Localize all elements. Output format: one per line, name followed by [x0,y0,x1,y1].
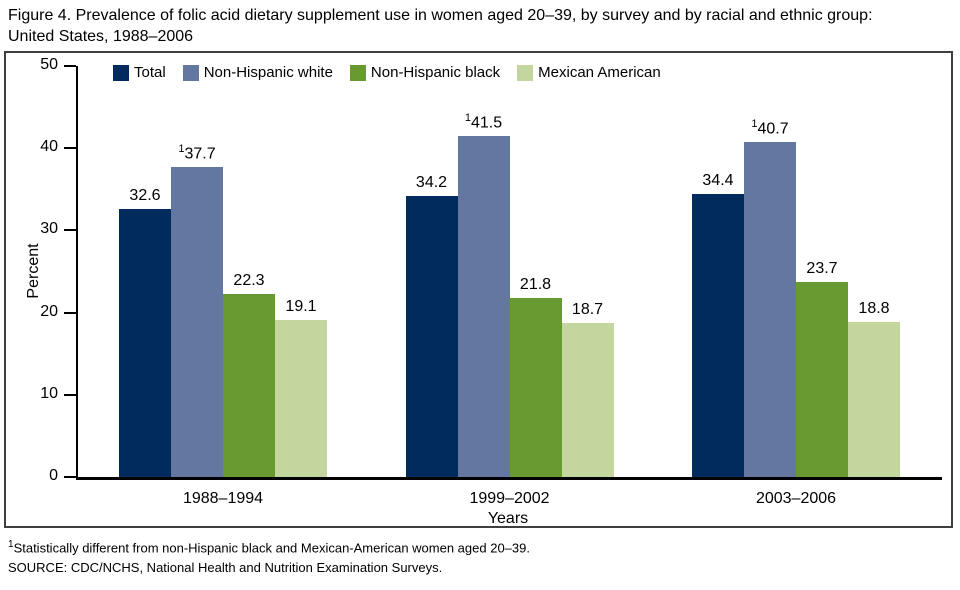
bar-value-marker: 1 [751,118,758,131]
legend-swatch [517,64,534,81]
footnotes: 1Statistically different from non-Hispan… [8,535,530,578]
y-axis-tick [64,393,76,396]
x-axis-title: Years [487,510,529,527]
legend-swatch [349,64,366,81]
y-axis-title: Percent [25,243,42,299]
bar-value-label: 18.8 [858,300,890,318]
legend-item: Mexican American [517,64,661,81]
footnote-1-text: Statistically different from non-Hispani… [13,540,530,556]
bar-value-label: 21.8 [519,275,552,293]
bar-value-label: 137.7 [178,142,216,163]
footnote-1: 1Statistically different from non-Hispan… [8,535,530,558]
y-axis-tick [64,65,76,67]
legend: Total Non-Hispanic white Non-Hispanic blac… [113,64,661,81]
legend-label: Non-Hispanic white [203,64,333,81]
legend-item: Total [113,64,166,81]
bar [223,293,275,477]
bar-value-label: 34.4 [702,172,734,190]
figure-title-line1: Figure 4. Prevalence of folic acid dieta… [8,7,873,24]
figure-title-line2: United States, 1988–2006 [8,28,194,45]
bar-value-marker: 1 [178,142,185,155]
y-axis-tick-label: 20 [40,302,58,320]
bar [171,167,223,477]
bar-value-label: 141.5 [464,111,503,131]
bar-value-label: 19.1 [285,298,317,315]
bar [796,282,848,477]
y-axis-tick [64,229,76,232]
x-category-label: 2003–2006 [755,490,837,507]
bar [848,322,900,477]
legend-swatch [113,64,129,81]
figure-title: Figure 4. Prevalence of folic acid dieta… [8,5,956,47]
x-category-label: 1999–2002 [469,490,550,507]
y-axis-tick [64,147,76,150]
bar-value-label: 34.2 [415,173,448,191]
bar-value-label: 140.7 [751,118,789,138]
y-axis-tick [64,311,76,314]
bar [692,194,744,477]
bar [457,135,510,477]
bar [275,320,327,477]
legend-label: Non-Hispanic black [370,64,501,81]
bar [561,323,614,477]
y-axis-tick-label: 50 [40,56,58,73]
legend-item: Non-Hispanic black [349,64,501,81]
source-note: SOURCE: CDC/NCHS, National Health and Nu… [8,560,443,576]
plot-area: 0 10 20 30 40 50 32.6 137.7 22.3 19.1 1988–1994 34.… [40,56,942,507]
legend-swatch [182,64,199,81]
y-axis-tick-label: 0 [49,467,58,484]
y-axis-tick-label: 40 [40,138,58,156]
bar-value-label: 23.7 [806,260,838,278]
bar [744,142,796,477]
y-axis-tick-label: 30 [40,220,58,238]
legend-label: Mexican American [538,64,661,81]
x-category-label: 1988–1994 [182,490,264,507]
bar [509,297,562,477]
bar-value-label: 18.7 [571,301,604,319]
footnote-1-marker: 1 [8,539,14,550]
bar [119,209,171,477]
chart-frame: Total Non-Hispanic white Non-Hispanic blac… [4,51,953,528]
bar [405,195,458,477]
bar-value-marker: 1 [464,111,471,124]
y-axis-tick-label: 10 [40,384,58,402]
legend-item: Non-Hispanic white [182,64,333,81]
y-axis-tick [64,476,76,478]
bar-value-label: 22.3 [233,271,265,289]
legend-label: Total [134,64,166,81]
bar-value-label: 32.6 [129,187,161,205]
